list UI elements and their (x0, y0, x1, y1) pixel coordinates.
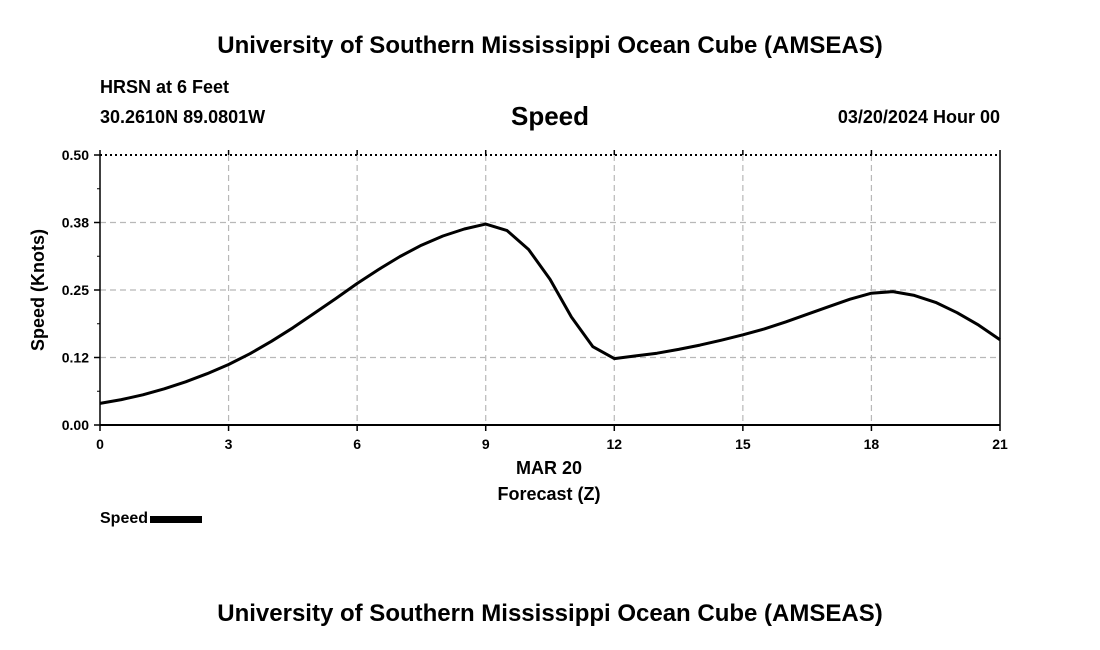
x-tick-label: 6 (353, 436, 361, 452)
y-tick-label: 0.38 (62, 215, 89, 231)
speed-line (99, 222, 1001, 405)
x-tick-label: 0 (96, 436, 104, 452)
series-layer (99, 222, 1001, 405)
labels-layer: MAR 20 Forecast (Z) Speed (Knots) (28, 229, 601, 504)
legend-swatch (150, 515, 203, 523)
chart-footer-title: University of Southern Mississippi Ocean… (217, 600, 883, 627)
datetime-label: 03/20/2024 Hour 00 (837, 107, 1000, 127)
y-tick-label: 0.25 (62, 282, 89, 298)
x-tick-label: 21 (992, 436, 1008, 452)
x-tick-label: 9 (482, 436, 490, 452)
axes-layer: 0 3 6 9 12 15 18 21 0.00 0.12 0.25 0.38 0.50 (62, 147, 1008, 452)
chart-header-title: University of Southern Mississippi Ocean… (217, 32, 883, 59)
coordinates-label: 30.2610N 89.0801W (100, 107, 266, 127)
grid-layer (100, 155, 1000, 425)
y-axis-label: Speed (Knots) (28, 229, 48, 351)
x-tick-label: 18 (864, 436, 880, 452)
y-tick-label: 0.50 (62, 147, 89, 163)
x-tick-label: 15 (735, 436, 751, 452)
y-tick-label: 0.12 (62, 350, 89, 366)
x-axis-label: Forecast (Z) (497, 484, 600, 504)
chart-title: Speed (510, 101, 590, 131)
legend-label: Speed (100, 510, 149, 527)
x-tick-label: 12 (606, 436, 622, 452)
station-label: HRSN at 6 Feet (100, 77, 230, 97)
legend: Speed (100, 510, 203, 528)
x-date-label: MAR 20 (516, 458, 582, 478)
y-tick-label: 0.00 (62, 417, 89, 433)
x-tick-label: 3 (225, 436, 233, 452)
